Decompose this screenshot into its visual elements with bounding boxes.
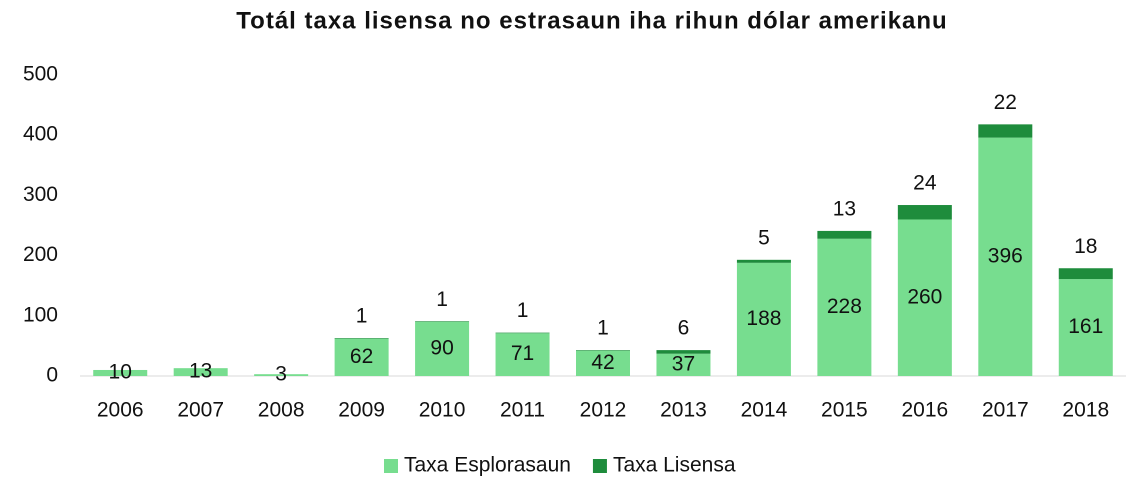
y-tick-label: 0 bbox=[46, 364, 58, 387]
y-tick-label: 300 bbox=[23, 183, 58, 206]
bar-segment bbox=[817, 230, 872, 239]
x-tick-label: 2011 bbox=[500, 399, 545, 422]
x-tick-label: 2014 bbox=[741, 399, 788, 422]
bar-segment bbox=[415, 321, 470, 376]
bar-segment bbox=[415, 321, 470, 322]
bar-segment bbox=[1058, 279, 1113, 376]
value-label: 1 bbox=[597, 317, 609, 340]
legend-label: Taxa Esplorasaun bbox=[404, 454, 571, 477]
x-tick-label: 2009 bbox=[338, 399, 385, 422]
bar-segment bbox=[495, 332, 550, 334]
bar-segment bbox=[978, 124, 1033, 138]
bar-segment bbox=[897, 219, 952, 376]
x-tick-label: 2008 bbox=[258, 399, 305, 422]
x-tick-label: 2013 bbox=[660, 399, 707, 422]
value-label: 13 bbox=[189, 360, 212, 383]
x-tick-label: 2010 bbox=[419, 399, 466, 422]
value-label: 1 bbox=[356, 305, 368, 328]
x-tick-label: 2007 bbox=[177, 399, 224, 422]
legend-swatch bbox=[592, 459, 607, 473]
value-label: 71 bbox=[511, 342, 534, 365]
value-label: 5 bbox=[758, 226, 770, 249]
bar-segment bbox=[736, 262, 791, 376]
value-label: 188 bbox=[746, 307, 781, 330]
value-label: 42 bbox=[591, 351, 614, 374]
bar-segment bbox=[495, 333, 550, 376]
value-label: 13 bbox=[833, 197, 856, 220]
legend-label: Taxa Lisensa bbox=[613, 454, 736, 477]
x-tick-label: 2017 bbox=[982, 399, 1029, 422]
bar-segment bbox=[656, 350, 711, 354]
x-tick-label: 2016 bbox=[901, 399, 948, 422]
bar-segment bbox=[93, 369, 148, 376]
value-label: 6 bbox=[678, 317, 690, 340]
bar-segment bbox=[576, 350, 630, 376]
value-label: 24 bbox=[913, 172, 937, 195]
bar-segment bbox=[1058, 268, 1113, 280]
x-tick-label: 2006 bbox=[97, 399, 144, 422]
bar-segment bbox=[656, 353, 711, 376]
value-label: 1 bbox=[436, 288, 448, 311]
value-label: 37 bbox=[672, 352, 695, 375]
y-tick-label: 400 bbox=[23, 123, 58, 146]
value-label: 228 bbox=[827, 295, 862, 318]
x-tick-label: 2015 bbox=[821, 399, 868, 422]
x-tick-label: 2018 bbox=[1062, 399, 1109, 422]
value-label: 260 bbox=[907, 285, 942, 308]
bar-segment bbox=[334, 338, 389, 376]
value-label: 18 bbox=[1074, 235, 1097, 258]
bar-segment bbox=[334, 338, 389, 339]
bar-segment bbox=[173, 368, 228, 376]
value-label: 1 bbox=[517, 299, 529, 322]
value-label: 161 bbox=[1068, 315, 1103, 338]
bar-segment bbox=[576, 350, 630, 351]
value-label: 62 bbox=[350, 345, 373, 368]
legend-swatch bbox=[384, 459, 398, 473]
value-label: 90 bbox=[430, 336, 453, 359]
bar-segment bbox=[736, 259, 791, 263]
value-label: 22 bbox=[994, 91, 1017, 114]
y-tick-label: 200 bbox=[23, 243, 58, 266]
value-label: 10 bbox=[109, 361, 132, 384]
y-tick-label: 500 bbox=[23, 63, 58, 86]
y-tick-label: 100 bbox=[23, 303, 58, 326]
x-tick-label: 2012 bbox=[580, 399, 627, 422]
bar-segment bbox=[817, 238, 872, 376]
bar-segment bbox=[978, 137, 1033, 376]
bar-segment bbox=[897, 205, 952, 220]
value-label: 396 bbox=[988, 244, 1023, 267]
bar-segment bbox=[254, 374, 309, 376]
value-label: 3 bbox=[275, 363, 287, 386]
chart-title: Totál taxa lisensa no estrasaun iha rihu… bbox=[236, 7, 947, 34]
